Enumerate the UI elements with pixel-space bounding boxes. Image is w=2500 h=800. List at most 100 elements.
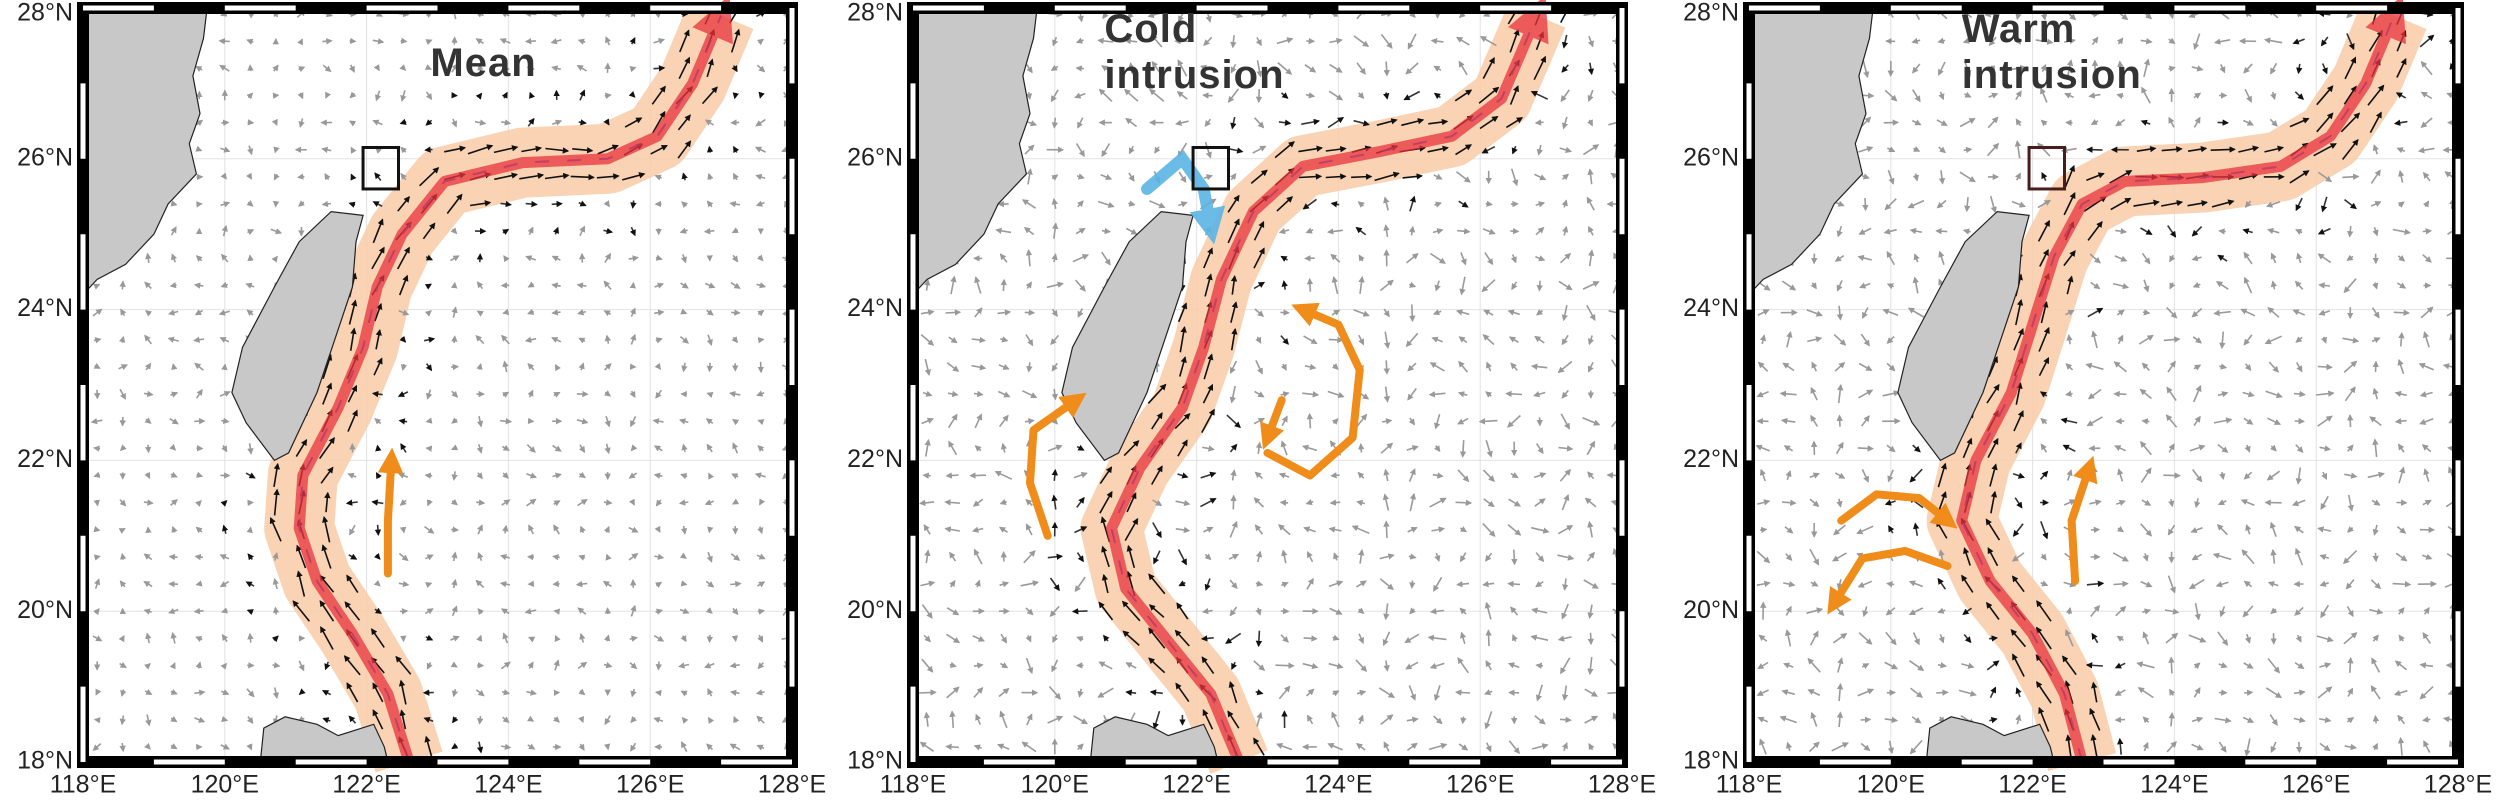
y-tick-label: 22°N <box>1683 445 1739 473</box>
velocity-arrow <box>247 716 254 725</box>
velocity-arrow <box>704 119 715 126</box>
velocity-arrow <box>425 634 434 641</box>
velocity-arrow <box>527 661 534 669</box>
velocity-arrow <box>170 226 177 236</box>
velocity-arrow <box>118 634 125 643</box>
velocity-arrow <box>476 741 484 754</box>
velocity-arrow <box>502 632 509 644</box>
velocity-arrow <box>426 662 433 670</box>
velocity-arrow <box>451 526 459 533</box>
velocity-arrow <box>732 442 739 454</box>
velocity-arrow <box>271 118 278 126</box>
velocity-arrow <box>400 443 407 453</box>
velocity-arrow <box>921 658 934 673</box>
velocity-arrow <box>703 227 715 235</box>
velocity-arrow <box>603 227 614 235</box>
velocity-arrow <box>731 336 738 344</box>
velocity-arrow <box>476 362 483 370</box>
velocity-arrow <box>246 609 254 616</box>
velocity-arrow <box>579 525 586 534</box>
velocity-arrow <box>1836 414 1843 427</box>
y-tick-label: 20°N <box>17 596 73 624</box>
velocity-arrow <box>654 309 665 316</box>
velocity-arrow <box>119 580 127 588</box>
velocity-arrow <box>1587 632 1595 646</box>
velocity-arrow <box>519 172 545 180</box>
velocity-arrow <box>731 635 739 643</box>
velocity-arrow <box>193 282 204 289</box>
velocity-arrow <box>759 498 766 506</box>
velocity-arrow <box>1255 630 1263 648</box>
velocity-arrow <box>273 173 280 181</box>
velocity-arrow <box>119 499 127 507</box>
velocity-arrow <box>1329 499 1341 506</box>
velocity-arrow <box>343 655 361 676</box>
velocity-arrow <box>169 443 177 451</box>
velocity-arrow <box>1559 716 1572 723</box>
velocity-arrow <box>350 146 357 154</box>
velocity-arrow <box>629 281 637 289</box>
velocity-arrow <box>630 200 637 209</box>
velocity-arrow <box>1455 499 1473 506</box>
velocity-arrow <box>755 689 765 696</box>
velocity-arrow <box>467 144 494 155</box>
velocity-arrow <box>320 466 334 484</box>
velocity-arrow <box>374 524 382 536</box>
velocity-arrow <box>1460 716 1467 725</box>
y-tick-label: 26°N <box>17 143 73 171</box>
velocity-arrow <box>755 118 766 127</box>
velocity-arrow <box>1507 580 1521 588</box>
x-tick-label: 128°E <box>2424 771 2492 799</box>
velocity-arrow <box>400 363 408 371</box>
velocity-arrow <box>755 200 765 207</box>
velocity-arrow <box>145 252 152 263</box>
velocity-arrow <box>476 443 483 454</box>
velocity-arrow <box>527 281 535 288</box>
velocity-arrow <box>423 336 436 343</box>
velocity-arrow <box>655 499 663 507</box>
velocity-arrow <box>399 709 407 730</box>
velocity-arrow <box>221 417 230 425</box>
x-tick-label: 124°E <box>1304 771 1372 799</box>
x-tick-label: 120°E <box>191 771 259 799</box>
velocity-arrow <box>397 472 409 479</box>
velocity-arrow <box>706 551 713 563</box>
velocity-arrow <box>322 353 333 379</box>
velocity-arrow <box>679 335 689 344</box>
velocity-arrow <box>475 579 485 589</box>
velocity-arrow <box>171 525 178 533</box>
velocity-arrow <box>1303 635 1318 642</box>
velocity-arrow <box>629 662 638 670</box>
velocity-arrow <box>1000 278 1007 291</box>
velocity-arrow <box>527 362 535 371</box>
velocity-arrow <box>729 689 740 696</box>
velocity-arrow <box>324 661 331 671</box>
velocity-arrow <box>451 417 459 424</box>
velocity-arrow <box>527 743 536 750</box>
velocity-arrow <box>220 281 229 288</box>
velocity-arrow <box>373 357 383 376</box>
velocity-arrow <box>324 491 331 513</box>
velocity-arrow <box>706 443 713 453</box>
velocity-arrow <box>655 661 662 671</box>
velocity-arrow <box>604 715 611 726</box>
velocity-arrow <box>297 92 304 100</box>
velocity-arrow <box>650 144 668 155</box>
velocity-arrow <box>90 418 103 425</box>
velocity-arrow <box>1306 412 1314 429</box>
velocity-arrow <box>630 333 637 345</box>
velocity-arrow <box>705 418 714 425</box>
velocity-arrow <box>144 417 152 424</box>
velocity-arrow <box>755 174 766 181</box>
velocity-arrow <box>2393 309 2410 316</box>
velocity-arrow <box>425 363 433 372</box>
velocity-arrow <box>603 200 610 208</box>
velocity-arrow <box>501 91 508 99</box>
velocity-arrow <box>630 688 637 698</box>
velocity-arrow <box>754 146 766 153</box>
velocity-arrow <box>2244 689 2254 696</box>
velocity-arrow <box>577 499 588 507</box>
velocity-arrow <box>273 462 281 488</box>
velocity-arrow <box>221 633 229 643</box>
velocity-arrow <box>169 418 179 425</box>
